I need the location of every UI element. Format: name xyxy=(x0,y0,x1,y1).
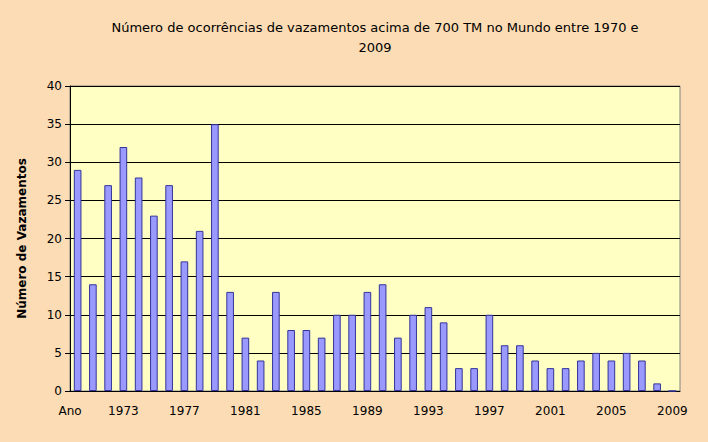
svg-text:Número de ocorrências de vazam: Número de ocorrências de vazamentos acim… xyxy=(111,20,638,35)
svg-text:0: 0 xyxy=(54,384,62,398)
svg-text:Número de Vazamentos: Número de Vazamentos xyxy=(15,158,29,319)
svg-text:Ano: Ano xyxy=(58,404,81,418)
svg-text:2009: 2009 xyxy=(657,404,688,418)
svg-text:1989: 1989 xyxy=(352,404,383,418)
svg-text:1981: 1981 xyxy=(230,404,261,418)
svg-text:10: 10 xyxy=(47,308,62,322)
svg-text:1977: 1977 xyxy=(169,404,200,418)
svg-text:1985: 1985 xyxy=(291,404,322,418)
svg-text:35: 35 xyxy=(47,117,62,131)
svg-text:2005: 2005 xyxy=(596,404,627,418)
svg-text:1997: 1997 xyxy=(474,404,505,418)
svg-text:1973: 1973 xyxy=(108,404,139,418)
svg-text:25: 25 xyxy=(47,193,62,207)
svg-text:30: 30 xyxy=(47,155,62,169)
svg-text:20: 20 xyxy=(47,232,62,246)
svg-text:15: 15 xyxy=(47,270,62,284)
svg-text:2009: 2009 xyxy=(358,40,391,55)
svg-text:5: 5 xyxy=(54,346,62,360)
svg-text:40: 40 xyxy=(47,79,62,93)
svg-text:1993: 1993 xyxy=(413,404,444,418)
svg-text:2001: 2001 xyxy=(535,404,566,418)
